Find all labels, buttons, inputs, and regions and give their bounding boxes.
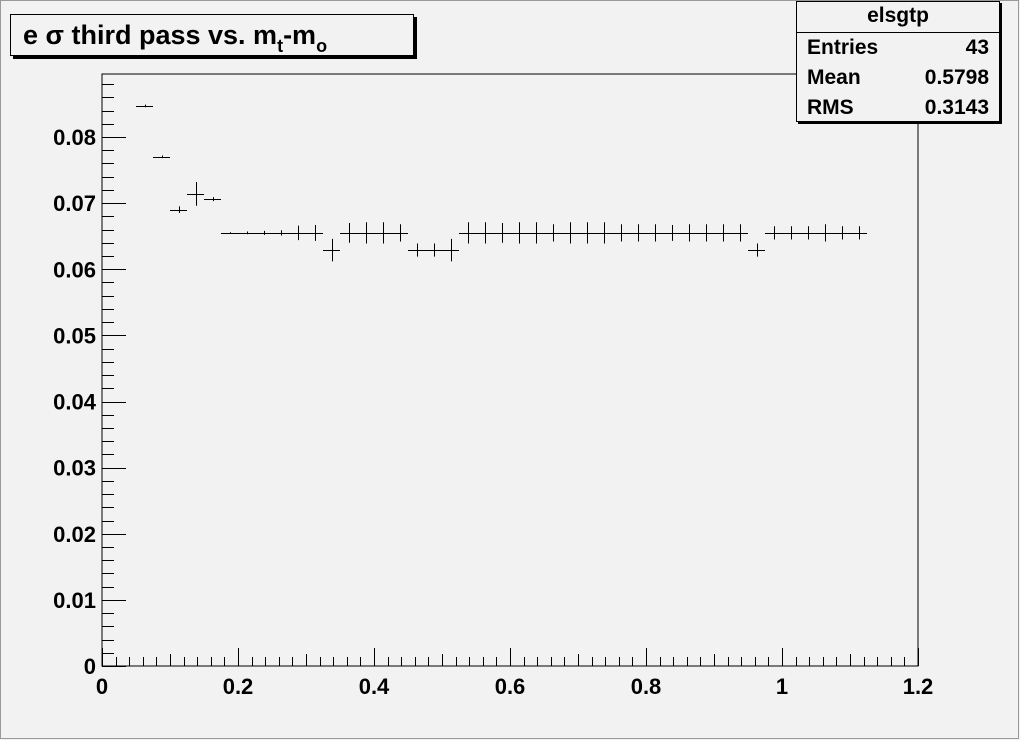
stats-rms: RMS 0.3143 — [797, 93, 999, 123]
y-tick-label: 0.01 — [53, 588, 96, 613]
data-point — [833, 226, 850, 240]
data-point — [391, 224, 408, 242]
data-point — [561, 222, 578, 244]
rms-value: 0.3143 — [924, 96, 989, 119]
y-tick-label: 0.02 — [53, 522, 96, 547]
data-point — [272, 230, 289, 236]
data-point — [646, 224, 663, 242]
mean-value: 0.5798 — [924, 66, 989, 89]
data-point — [816, 224, 833, 242]
data-point — [238, 231, 255, 235]
data-point — [187, 181, 204, 206]
data-point — [221, 232, 238, 234]
data-point — [289, 225, 306, 241]
stats-box: elsgtp Entries 43 Mean 0.5798 RMS 0.3143 — [796, 1, 1000, 122]
data-point — [374, 222, 391, 244]
data-point — [459, 222, 476, 244]
x-tick-label: 0.2 — [223, 674, 254, 699]
data-point — [476, 222, 493, 244]
data-point — [850, 226, 867, 240]
data-point — [493, 222, 510, 243]
title-text: e σ third pass vs. m — [23, 20, 278, 50]
data-point — [578, 222, 595, 244]
title-text-mid: -m — [283, 20, 317, 50]
data-point — [357, 222, 374, 244]
x-tick-label: 0.8 — [631, 674, 662, 699]
y-tick-label: 0 — [84, 654, 96, 679]
data-point — [680, 224, 697, 242]
title-subscript-o: o — [316, 36, 328, 56]
frame — [101, 73, 919, 667]
data-point — [204, 197, 221, 202]
data-point — [442, 238, 459, 262]
data-point — [136, 104, 153, 108]
data-point — [765, 226, 782, 240]
data-point — [544, 224, 561, 242]
data-point — [595, 222, 612, 244]
data-point — [527, 222, 544, 244]
data-point — [629, 224, 646, 242]
data-point — [425, 243, 442, 257]
entries-value: 43 — [965, 36, 989, 59]
stats-entries: Entries 43 — [797, 33, 999, 63]
y-tick-label: 0.07 — [53, 191, 96, 216]
data-point — [714, 224, 731, 242]
mean-label: Mean — [807, 66, 861, 89]
data-point — [612, 224, 629, 242]
x-tick-label: 1 — [776, 674, 788, 699]
entries-label: Entries — [807, 36, 879, 59]
rms-label: RMS — [807, 96, 854, 119]
x-tick-label: 0.4 — [359, 674, 390, 699]
y-tick-label: 0.03 — [53, 456, 96, 481]
data-point — [782, 226, 799, 240]
data-point — [697, 224, 714, 242]
data-point — [748, 243, 765, 257]
y-tick-label: 0.08 — [53, 125, 96, 150]
y-tick-label: 0.06 — [53, 257, 96, 282]
data-point — [255, 230, 272, 235]
chart-title: e σ third pass vs. mt-mo — [10, 14, 414, 56]
x-tick-label: 0.6 — [495, 674, 526, 699]
data-point — [510, 222, 527, 244]
data-point — [408, 243, 425, 257]
stats-mean: Mean 0.5798 — [797, 63, 999, 93]
data-point — [731, 224, 748, 242]
y-tick-label: 0.04 — [53, 390, 97, 415]
data-point — [170, 206, 187, 214]
x-tick-label: 1.2 — [903, 674, 934, 699]
data-point — [153, 155, 170, 159]
x-tick-label: 0 — [96, 674, 108, 699]
title-subscript-t: t — [277, 36, 284, 56]
data-point — [323, 238, 340, 262]
data-point — [306, 224, 323, 241]
data-point — [340, 222, 357, 243]
y-tick-label: 0.05 — [53, 323, 96, 348]
data-point — [799, 226, 816, 240]
stats-name: elsgtp — [797, 2, 999, 33]
data-point — [663, 224, 680, 241]
